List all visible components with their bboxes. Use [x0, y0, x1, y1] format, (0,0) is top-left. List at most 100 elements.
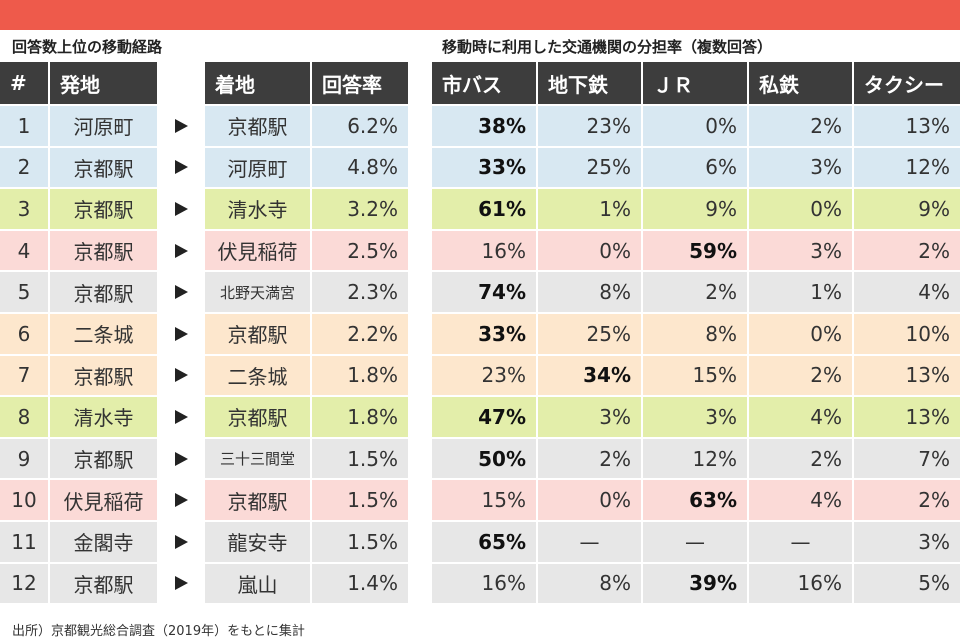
origin-cell: 京都駅 [50, 147, 157, 188]
share-cell: 15% [432, 480, 536, 520]
share-cell: 0% [749, 189, 852, 229]
origin-cell: 京都駅 [50, 563, 157, 604]
rank-cell: 10 [0, 480, 48, 520]
rate-cell: 6.2% [312, 106, 408, 146]
destination-cell: 二条城 [205, 355, 310, 396]
share-cell: 8% [538, 272, 641, 312]
share-cell: 50% [432, 438, 536, 479]
destination-cell: 京都駅 [205, 480, 310, 520]
destination-cell: 京都駅 [205, 314, 310, 354]
rank-cell: 8 [0, 397, 48, 437]
destination-cell: 京都駅 [205, 106, 310, 146]
arrow [157, 397, 205, 437]
share-cell: 25% [538, 147, 641, 188]
arrow [157, 480, 205, 520]
arrow-icon [175, 118, 188, 133]
destination-cell: 嵐山 [205, 563, 310, 604]
destination-cell: 清水寺 [205, 189, 310, 229]
share-cell: 8% [643, 314, 747, 354]
arrow-icon [175, 451, 188, 466]
share-cell: 3% [749, 230, 852, 271]
arrow-icon [175, 409, 188, 424]
rank-cell: 4 [0, 230, 48, 271]
share-cell: 23% [538, 106, 641, 146]
arrow [157, 439, 205, 479]
share-cell: 4% [749, 397, 852, 437]
share-cell: 47% [432, 397, 536, 437]
origin-cell: 清水寺 [50, 397, 157, 437]
share-cell: 61% [432, 189, 536, 229]
title-banner [0, 0, 960, 30]
arrow [157, 189, 205, 229]
arrow [157, 148, 205, 188]
share-cell: 15% [643, 355, 747, 396]
share-cell: 0% [538, 230, 641, 271]
rate-cell: 1.5% [312, 438, 408, 479]
rate-cell: 1.8% [312, 355, 408, 396]
destination-cell: 北野天満宮 [205, 272, 310, 312]
share-cell: 3% [538, 397, 641, 437]
origin-cell: 京都駅 [50, 272, 157, 312]
share-cell: 2% [538, 438, 641, 479]
share-cell: 0% [749, 314, 852, 354]
rank-cell: 5 [0, 272, 48, 312]
arrow-icon [175, 534, 188, 549]
destination-cell: 三十三間堂 [205, 438, 310, 479]
rate-cell: 2.2% [312, 314, 408, 354]
rank-cell: 11 [0, 522, 48, 562]
header-cell: 地下鉄 [538, 62, 641, 104]
arrow [157, 522, 205, 562]
left-heading: 回答数上位の移動経路 [12, 38, 163, 56]
share-cell: 33% [432, 147, 536, 188]
arrow-icon [175, 326, 188, 341]
origin-cell: 京都駅 [50, 438, 157, 479]
rate-cell: 1.4% [312, 563, 408, 604]
header-cell: 回答率 [312, 62, 408, 104]
origin-cell: 金閣寺 [50, 522, 157, 562]
share-cell: 74% [432, 272, 536, 312]
share-cell: 5% [854, 563, 960, 604]
origin-cell: 京都駅 [50, 189, 157, 229]
header-cell: 私鉄 [749, 62, 852, 104]
share-cell: 0% [538, 480, 641, 520]
arrow-icon [175, 576, 188, 591]
header-cell: 着地 [205, 62, 310, 104]
share-cell: 16% [432, 230, 536, 271]
share-cell: 2% [749, 355, 852, 396]
share-cell: 23% [432, 355, 536, 396]
share-cell: 12% [643, 438, 747, 479]
rank-cell: 2 [0, 147, 48, 188]
rank-cell: 6 [0, 314, 48, 354]
rate-cell: 1.5% [312, 480, 408, 520]
share-cell: 4% [749, 480, 852, 520]
share-cell: 4% [854, 272, 960, 312]
rank-cell: 7 [0, 355, 48, 396]
share-cell: 12% [854, 147, 960, 188]
share-cell: 16% [749, 563, 852, 604]
origin-cell: 伏見稲荷 [50, 480, 157, 520]
rank-cell: 1 [0, 106, 48, 146]
right-heading: 移動時に利用した交通機関の分担率（複数回答） [442, 38, 773, 56]
share-cell: 2% [854, 230, 960, 271]
arrow [157, 356, 205, 396]
share-cell: 3% [749, 147, 852, 188]
rate-cell: 1.8% [312, 397, 408, 437]
rank-cell: 12 [0, 563, 48, 604]
share-cell: 0% [643, 106, 747, 146]
header-cell: 発地 [50, 62, 157, 104]
rate-cell: 2.5% [312, 230, 408, 271]
rate-cell: 2.3% [312, 272, 408, 312]
arrow [157, 314, 205, 354]
header-cell: ＪＲ [643, 62, 747, 104]
header-cell: タクシー [854, 62, 960, 104]
destination-cell: 京都駅 [205, 397, 310, 437]
share-cell: 9% [854, 189, 960, 229]
share-cell: 13% [854, 397, 960, 437]
share-cell: — [749, 522, 852, 562]
header-cell: # [0, 62, 48, 104]
header-cell: 市バス [432, 62, 536, 104]
arrow-icon [175, 160, 188, 175]
share-cell: 1% [538, 189, 641, 229]
arrow-icon [175, 493, 188, 508]
arrow-icon [175, 285, 188, 300]
